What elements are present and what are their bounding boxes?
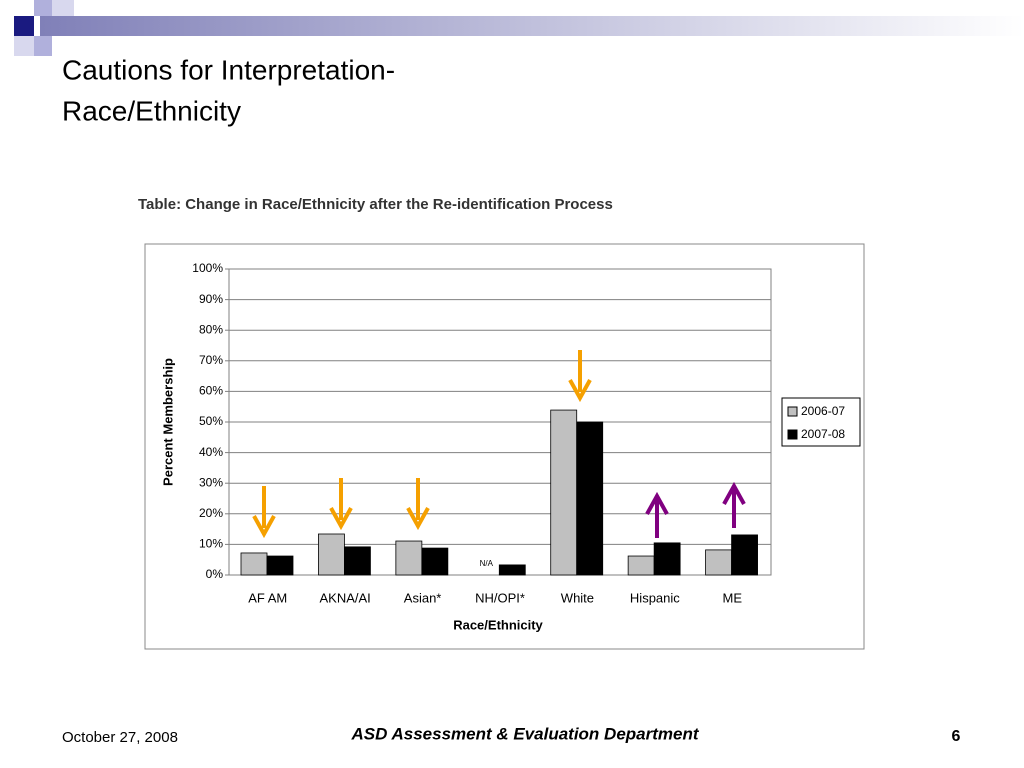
y-tick-label: 20% [199, 506, 223, 520]
bar [576, 421, 604, 576]
x-tick-label: White [561, 590, 594, 605]
bar [318, 533, 345, 576]
y-tick-label: 60% [199, 384, 223, 398]
x-tick-label: Asian* [404, 590, 442, 605]
arrows [252, 350, 746, 539]
x-axis-title: Race/Ethnicity [453, 617, 543, 632]
page-number: 6 [952, 728, 961, 745]
bar [266, 555, 294, 576]
x-tick-label: AF AM [248, 590, 287, 605]
y-tick-label: 0% [206, 567, 224, 581]
bar [705, 549, 732, 576]
y-tick-label: 30% [199, 475, 223, 489]
footer: ASD Assessment & Evaluation Department [350, 724, 699, 743]
y-tick-label: 40% [199, 445, 223, 459]
y-tick-label: 80% [199, 322, 223, 336]
bar [421, 547, 449, 576]
y-tick-label: 70% [199, 353, 223, 367]
bar [498, 564, 526, 576]
y-tick-label: 50% [199, 414, 223, 428]
x-tick-label: Hispanic [630, 590, 680, 605]
y-tick-label: 10% [199, 537, 223, 551]
bar [627, 555, 655, 576]
x-tick-label: NH/OPI* [475, 590, 525, 605]
slide-title: Race/Ethnicity [62, 95, 241, 126]
bar [731, 534, 758, 576]
date: October 27, 2008 [62, 729, 178, 746]
bar [395, 540, 423, 576]
legend-swatch [787, 406, 798, 417]
decoration [14, 0, 1024, 56]
y-axis-title: Percent Membership [160, 358, 175, 486]
y-tick-label: 100% [192, 261, 223, 275]
bar [653, 542, 681, 576]
value-label: N/A [480, 559, 494, 568]
legend-swatch [787, 429, 798, 440]
chart-title: Table: Change in Race/Ethnicity after th… [138, 196, 613, 213]
x-tick-label: ME [723, 590, 743, 605]
bar [344, 546, 371, 576]
x-tick-label: AKNA/AI [319, 590, 370, 605]
y-tick-label: 90% [199, 292, 223, 306]
slide-title: Cautions for Interpretation- [62, 54, 395, 85]
bar [240, 552, 268, 576]
legend-label: 2007-08 [801, 427, 845, 441]
legend-label: 2006-07 [801, 404, 845, 418]
bar [550, 409, 578, 576]
